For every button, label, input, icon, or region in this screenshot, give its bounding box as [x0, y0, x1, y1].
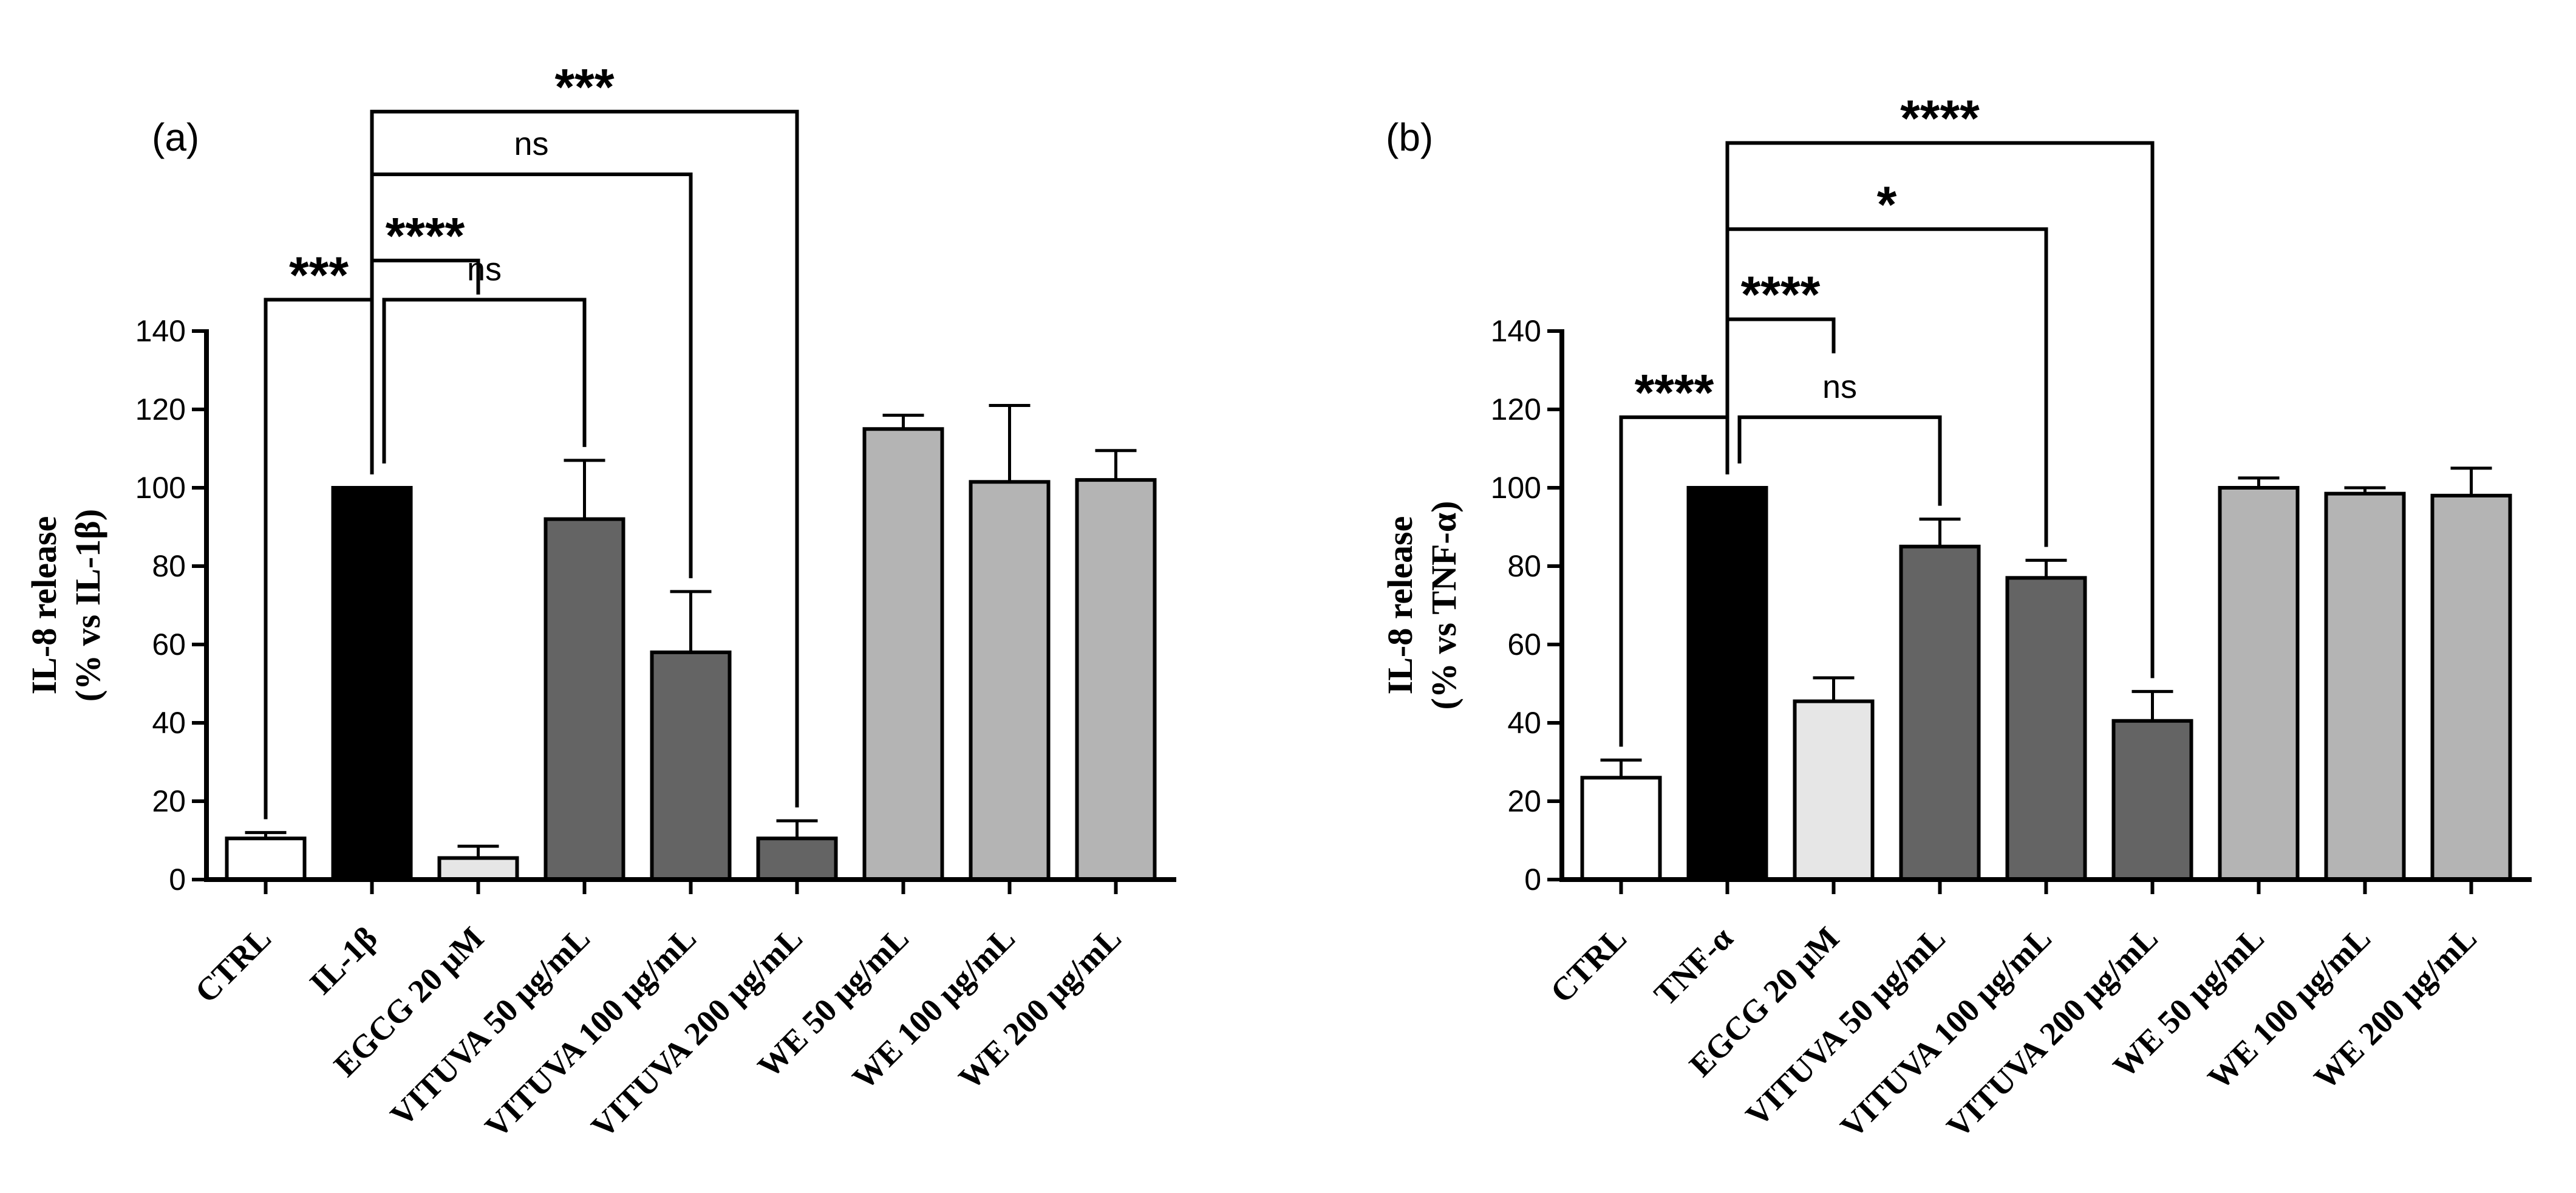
- panel-b-bar-0: [1580, 776, 1662, 882]
- panel-b-ytick-label-5: 100: [1491, 471, 1541, 505]
- panel-a-bar-0: [225, 836, 307, 882]
- panel-a-ytick-label-7: 140: [135, 314, 186, 348]
- panel-a-category-label-5: VITUVA 200 μg/mL: [584, 920, 809, 1145]
- panel-a-bar-2: [437, 856, 519, 882]
- panel-b-bar-6: [2218, 486, 2300, 881]
- panel-b-ytick-label-7: 140: [1491, 314, 1541, 348]
- panel-b-bar-1: [1686, 486, 1768, 881]
- panel-b-bar-4: [2005, 576, 2087, 881]
- panel-b-bar-2: [1793, 699, 1875, 882]
- panel-a-category-label-4: VITUVA 100 μg/mL: [478, 920, 703, 1145]
- panel-a-ytick-label-0: 0: [169, 863, 186, 897]
- panel-a-ytick-label-6: 120: [135, 392, 186, 426]
- panel-b-category-label-5: VITUVA 200 μg/mL: [1940, 920, 2165, 1145]
- panel-a-bar-7: [969, 480, 1051, 881]
- panel-b-sig-bracket-1: [1737, 415, 1942, 506]
- panel-b-bar-5: [2111, 719, 2193, 882]
- panel-b-ylabel: IL-8 release (% vs TNF-α): [1380, 501, 1463, 710]
- panel-a-bar-8: [1075, 478, 1157, 881]
- panel-b-bar-8: [2430, 493, 2512, 881]
- panel-b-label: (b): [1386, 115, 1433, 159]
- panel-a-bar-5: [756, 836, 838, 882]
- panel-a-category-label-1: IL-1β: [302, 920, 384, 1002]
- panel-b-ytick-label-0: 0: [1524, 863, 1541, 897]
- panel-b-category-label-4: VITUVA 100 μg/mL: [1833, 920, 2059, 1145]
- panel-b-ytick-label-2: 40: [1507, 706, 1541, 740]
- panel-b-bar-7: [2324, 491, 2406, 881]
- panel-a-sig-label-4: ***: [554, 58, 614, 115]
- panel-b-sig-label-0: ****: [1635, 364, 1714, 421]
- panel-b-category-label-3: VITUVA 50 μg/mL: [1739, 920, 1952, 1133]
- panel-b-ylabel-line2: (% vs TNF-α): [1424, 501, 1463, 710]
- panel-a-ytick-label-4: 80: [152, 549, 186, 583]
- panel-b-ylabel-line1: IL-8 release: [1380, 516, 1420, 695]
- panel-a-ylabel-line2: (% vs IL-1β): [68, 509, 107, 702]
- panel-a-sig-label-0: ***: [289, 246, 349, 303]
- panel-b-ytick-label-1: 20: [1507, 784, 1541, 818]
- panel-a-ytick-label-2: 40: [152, 706, 186, 740]
- panel-a-ytick-label-5: 100: [135, 471, 186, 505]
- panel-b-sig-label-3: *: [1877, 176, 1897, 233]
- panel-a-label: (a): [152, 115, 199, 159]
- panel-a-bar-6: [862, 427, 944, 881]
- panel-b-sig-label-4: ****: [1900, 89, 1980, 146]
- panel-a-sig-bracket-4: [370, 109, 799, 808]
- panel-a-ylabel-line1: IL-8 release: [24, 516, 64, 695]
- panel-a-bar-4: [650, 650, 732, 882]
- panel-a-sig-bracket-2: [370, 258, 480, 295]
- panel-b-ytick-label-4: 80: [1507, 549, 1541, 583]
- panel-a-bar-1: [331, 486, 413, 881]
- panel-a-sig-label-3: ns: [514, 126, 548, 162]
- panel-a-sig-bracket-1: [382, 298, 587, 463]
- panel-b-ytick-label-6: 120: [1491, 392, 1541, 426]
- panel-b-category-label-1: TNF-α: [1647, 920, 1740, 1013]
- panel-a-bar-3: [543, 517, 625, 881]
- panel-b-sig-label-1: ns: [1822, 369, 1857, 405]
- panel-a-ytick-label-1: 20: [152, 784, 186, 818]
- panel-b-sig-bracket-2: [1725, 317, 1836, 354]
- panel-a-ylabel: IL-8 release (% vs IL-1β): [24, 509, 107, 702]
- panel-b-sig-bracket-4: [1725, 141, 2155, 679]
- panel-a-sig-label-2: ****: [386, 207, 465, 264]
- panel-a-ytick-label-3: 60: [152, 627, 186, 661]
- panel-b-sig-label-2: ****: [1741, 266, 1821, 323]
- panel-a-category-label-3: VITUVA 50 μg/mL: [383, 920, 597, 1133]
- panel-b-bar-3: [1899, 544, 1981, 881]
- panel-a-sig-label-1: ns: [467, 251, 502, 287]
- panel-b-ytick-label-3: 60: [1507, 627, 1541, 661]
- panel-b-category-label-0: CTRL: [1543, 920, 1634, 1010]
- panel-a-category-label-0: CTRL: [188, 920, 278, 1010]
